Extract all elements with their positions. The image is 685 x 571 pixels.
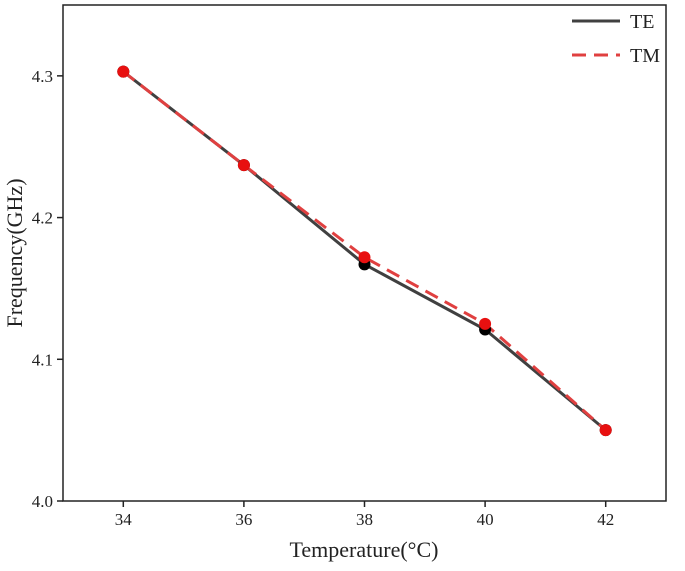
x-tick-label: 40 [477,510,494,529]
y-tick-label: 4.1 [32,350,53,369]
y-axis-title: Frequency(GHz) [2,178,27,327]
x-tick-label: 36 [235,510,252,529]
series-points [117,65,612,437]
x-axis-ticks: 34 36 38 40 42 [115,501,614,529]
series-lines [122,70,607,432]
x-axis-title: Temperature(°C) [290,537,439,562]
series-line-te [122,70,607,432]
y-tick-label: 4.0 [32,492,53,511]
legend: TE TM [572,11,660,67]
y-axis-ticks: 4.0 4.1 4.2 4.3 [32,67,63,511]
data-point-tm [599,424,612,437]
data-point-tm [358,251,371,264]
series-line-tm [122,70,607,432]
data-point-tm [479,317,492,330]
x-tick-label: 42 [597,510,614,529]
x-tick-label: 38 [356,510,373,529]
data-point-tm [117,65,130,78]
y-tick-label: 4.3 [32,67,53,86]
data-point-tm [237,159,250,172]
legend-label-tm: TM [630,45,660,67]
x-tick-label: 34 [115,510,133,529]
y-tick-label: 4.2 [32,209,53,228]
legend-label-te: TE [630,11,654,33]
